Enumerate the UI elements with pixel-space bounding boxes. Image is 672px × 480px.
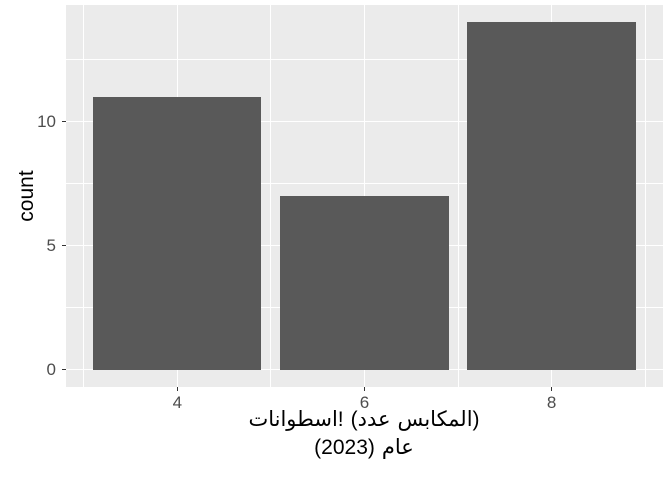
x-axis-title: اسطوانات! (عدد المكابس) (2023) عام (164, 406, 564, 462)
x-tick-mark (176, 387, 179, 391)
bar (280, 196, 449, 370)
y-tick-label: 5 (46, 235, 56, 255)
x-tick-label: 8 (546, 393, 557, 412)
x-tick-label: 4 (172, 393, 183, 412)
x-tick-label: 6 (359, 393, 370, 412)
plot-panel (66, 5, 663, 387)
x-axis-title-token: عام (381, 436, 414, 459)
x-tick-mark (550, 387, 553, 391)
gridline-minor-vertical (457, 5, 459, 387)
gridline-minor-vertical (83, 5, 85, 387)
bar (467, 22, 636, 370)
x-axis-title-token: (2023) (314, 436, 375, 459)
y-tick-mark (62, 368, 66, 371)
y-tick-mark (62, 120, 66, 123)
x-axis-title-line: (2023) عام (164, 434, 564, 462)
y-tick-label: 10 (37, 111, 56, 131)
x-tick-mark (363, 387, 366, 391)
x-axis-title-token: (عدد (350, 408, 391, 431)
bar (93, 96, 262, 370)
gridline-minor-vertical (644, 5, 646, 387)
x-axis-title-token: المكابس) (397, 408, 480, 431)
y-tick-mark (62, 244, 66, 247)
x-axis-title-token: اسطوانات! (248, 408, 344, 431)
x-axis-title-line: اسطوانات! (عدد المكابس) (164, 406, 564, 434)
y-tick-label: 0 (46, 359, 56, 379)
gridline-minor-vertical (270, 5, 272, 387)
